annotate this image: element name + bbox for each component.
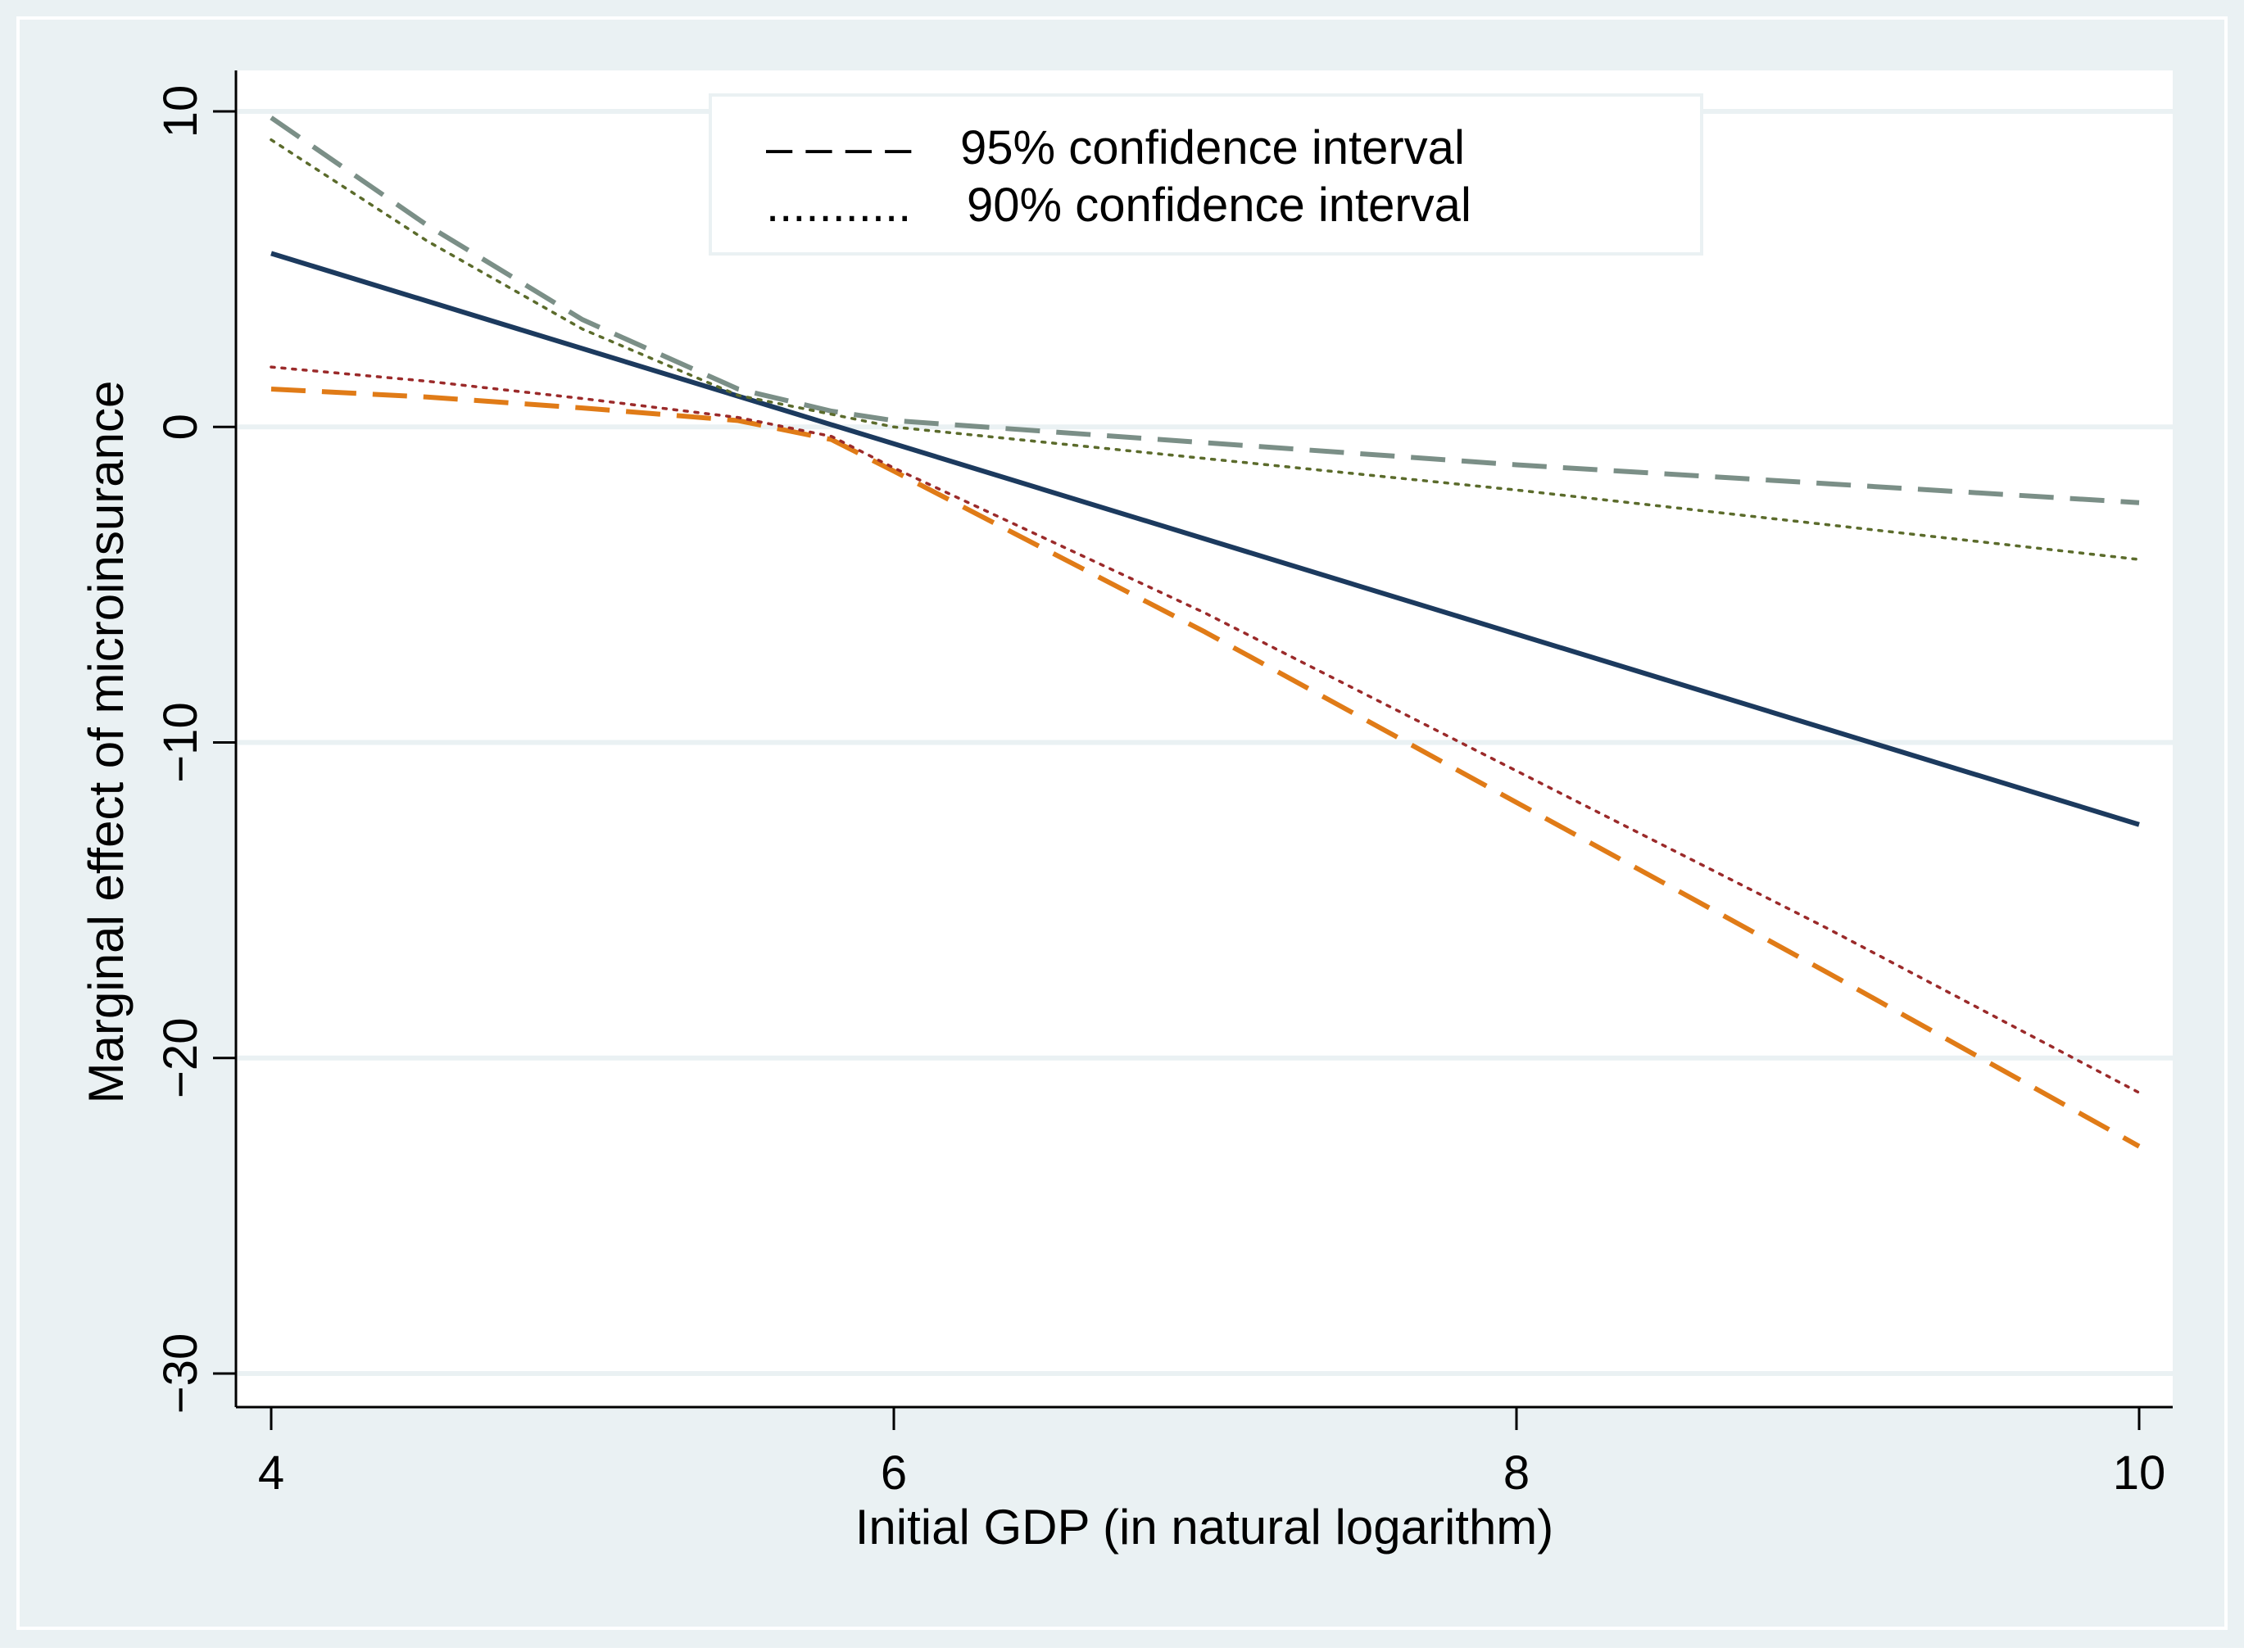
x-tick-label: 10 [2113, 1446, 2166, 1500]
y-tick-label: 10 [154, 85, 207, 138]
series-line [270, 387, 2141, 1149]
series-line [270, 251, 2140, 827]
legend-box [709, 93, 1703, 256]
y-tick-label: −30 [154, 1333, 207, 1414]
y-tick-label: 0 [154, 414, 207, 440]
y-tick-label: −10 [154, 702, 207, 782]
legend: – – – – 95% confidence interval..........… [709, 93, 1703, 256]
chart-border [16, 16, 2228, 1630]
series-line [270, 365, 2141, 1094]
y-axis-title: Marginal effect of microinsurance [79, 381, 134, 1104]
x-tick-label: 4 [258, 1446, 284, 1500]
plot-area [236, 70, 2173, 1407]
x-axis-title: Initial GDP (in natural logarithm) [855, 1500, 1554, 1555]
series-line [270, 138, 2141, 561]
legend-glyph-dash: – – – – [766, 121, 912, 174]
series-line [270, 115, 2140, 505]
series-layer [270, 115, 2141, 1149]
legend-label-dash: 95% confidence interval [960, 121, 1465, 174]
y-tick-label: −20 [154, 1018, 207, 1098]
legend-glyph-dot: ........... [766, 179, 911, 232]
x-tick-label: 8 [1503, 1446, 1530, 1500]
x-tick-label: 6 [881, 1446, 907, 1500]
axis-layer: −30 −20 −10 0 10 4 6 8 10 [154, 70, 2173, 1500]
legend-label-dot: 90% confidence interval [967, 179, 1471, 232]
